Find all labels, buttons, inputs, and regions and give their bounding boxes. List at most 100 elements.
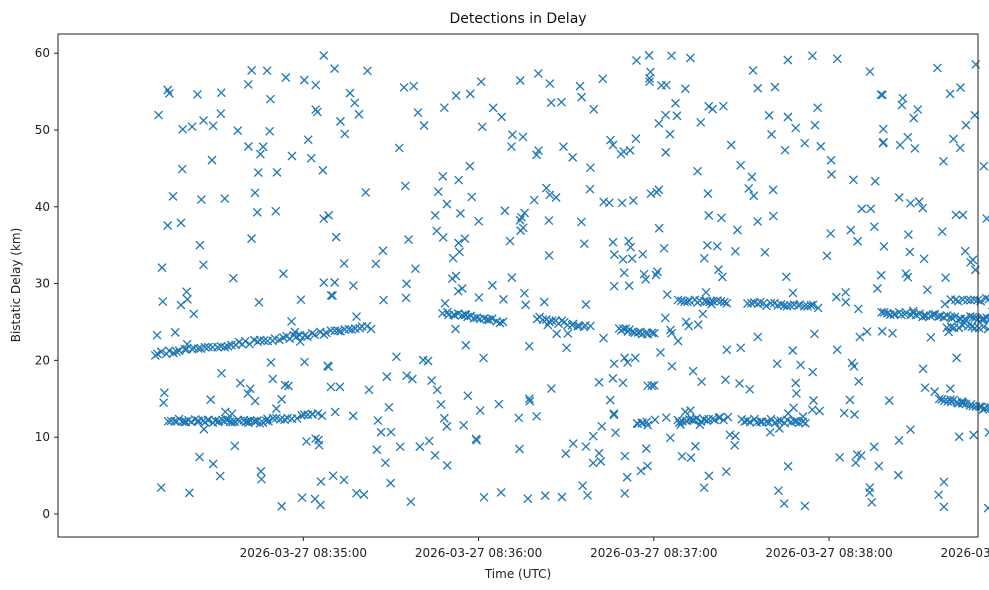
detection-point	[906, 425, 915, 435]
detection-point	[477, 122, 487, 132]
detection-point	[932, 63, 942, 73]
detection-point	[268, 413, 278, 423]
detection-point	[442, 307, 452, 317]
detection-point	[516, 226, 526, 236]
detection-point	[703, 189, 713, 199]
detection-point	[330, 407, 340, 417]
detection-point	[673, 295, 683, 305]
detection-point	[406, 497, 416, 507]
detection-point	[862, 327, 872, 337]
y-axis-label: Bistatic Delay (km)	[9, 228, 23, 343]
detection-point	[376, 427, 386, 437]
detection-point	[177, 164, 187, 174]
detection-point	[639, 269, 649, 279]
detection-point	[856, 450, 866, 460]
x-axis-label: Time (UTC)	[484, 567, 551, 581]
detection-point	[919, 254, 929, 264]
detection-point	[568, 152, 578, 162]
detection-point	[402, 371, 412, 381]
y-tick-label: 0	[42, 507, 50, 521]
detection-point	[521, 300, 531, 310]
detection-point	[841, 297, 851, 307]
detection-point	[647, 328, 657, 338]
detection-point	[617, 198, 627, 208]
detection-point	[718, 101, 728, 111]
detection-point	[643, 420, 653, 430]
detection-point	[983, 324, 989, 334]
detection-point	[646, 189, 656, 199]
detection-point	[359, 490, 369, 500]
detection-point	[195, 452, 204, 462]
detection-point	[970, 110, 980, 120]
detection-point	[287, 151, 297, 161]
detection-point	[524, 341, 534, 351]
detection-point	[979, 322, 989, 332]
detection-point	[599, 333, 608, 343]
detection-point	[331, 232, 341, 242]
detection-point	[326, 326, 336, 336]
detection-point	[605, 135, 615, 145]
detection-point	[228, 273, 238, 283]
detection-point	[216, 341, 226, 351]
detection-point	[419, 121, 429, 130]
detection-point	[641, 274, 651, 284]
detection-point	[585, 163, 595, 173]
detection-point	[500, 206, 510, 216]
detection-point	[299, 410, 309, 420]
detection-point	[625, 145, 635, 155]
detection-point	[568, 439, 578, 448]
detection-point	[940, 299, 950, 309]
detection-point	[768, 211, 778, 221]
detection-point	[557, 316, 567, 326]
detection-point	[479, 314, 489, 323]
y-tick-label: 30	[35, 277, 50, 291]
detection-point	[661, 147, 671, 157]
detection-point	[265, 126, 275, 136]
detection-point	[755, 297, 765, 307]
detection-point	[650, 415, 660, 425]
detection-point	[807, 51, 817, 61]
detection-point	[753, 83, 763, 93]
detection-point	[192, 89, 202, 99]
detection-point	[178, 124, 188, 134]
detection-point	[525, 396, 535, 406]
detection-point	[721, 467, 731, 477]
detection-point	[543, 320, 553, 330]
detection-point	[463, 391, 473, 401]
detection-point	[958, 398, 968, 408]
detection-point	[206, 395, 216, 405]
detection-point	[903, 132, 913, 142]
detection-point	[220, 342, 230, 352]
detection-point	[213, 342, 223, 352]
detection-point	[605, 395, 615, 405]
detection-point	[287, 316, 296, 326]
detection-point	[366, 324, 376, 334]
detection-point	[306, 153, 316, 163]
detection-point	[182, 287, 192, 297]
detection-point	[474, 293, 484, 303]
detection-point	[680, 84, 690, 94]
detection-point	[562, 343, 572, 353]
detection-point	[172, 347, 182, 357]
detection-point	[247, 234, 257, 244]
detection-point	[788, 346, 798, 355]
detection-point	[879, 307, 889, 317]
detection-point	[203, 342, 213, 352]
detection-point	[761, 417, 771, 427]
detection-point	[476, 77, 486, 87]
detection-point	[609, 281, 619, 291]
detection-point	[774, 424, 784, 433]
detection-point	[853, 236, 863, 246]
detection-point	[448, 253, 458, 263]
detection-point	[688, 366, 698, 376]
detection-point	[495, 318, 505, 328]
detection-point	[540, 491, 550, 501]
detection-point	[599, 197, 609, 207]
plot-frame	[57, 33, 979, 538]
detection-point	[736, 343, 746, 353]
detection-point	[870, 176, 880, 186]
detection-point	[879, 241, 889, 251]
detection-point	[575, 81, 585, 91]
detection-point	[253, 168, 263, 178]
